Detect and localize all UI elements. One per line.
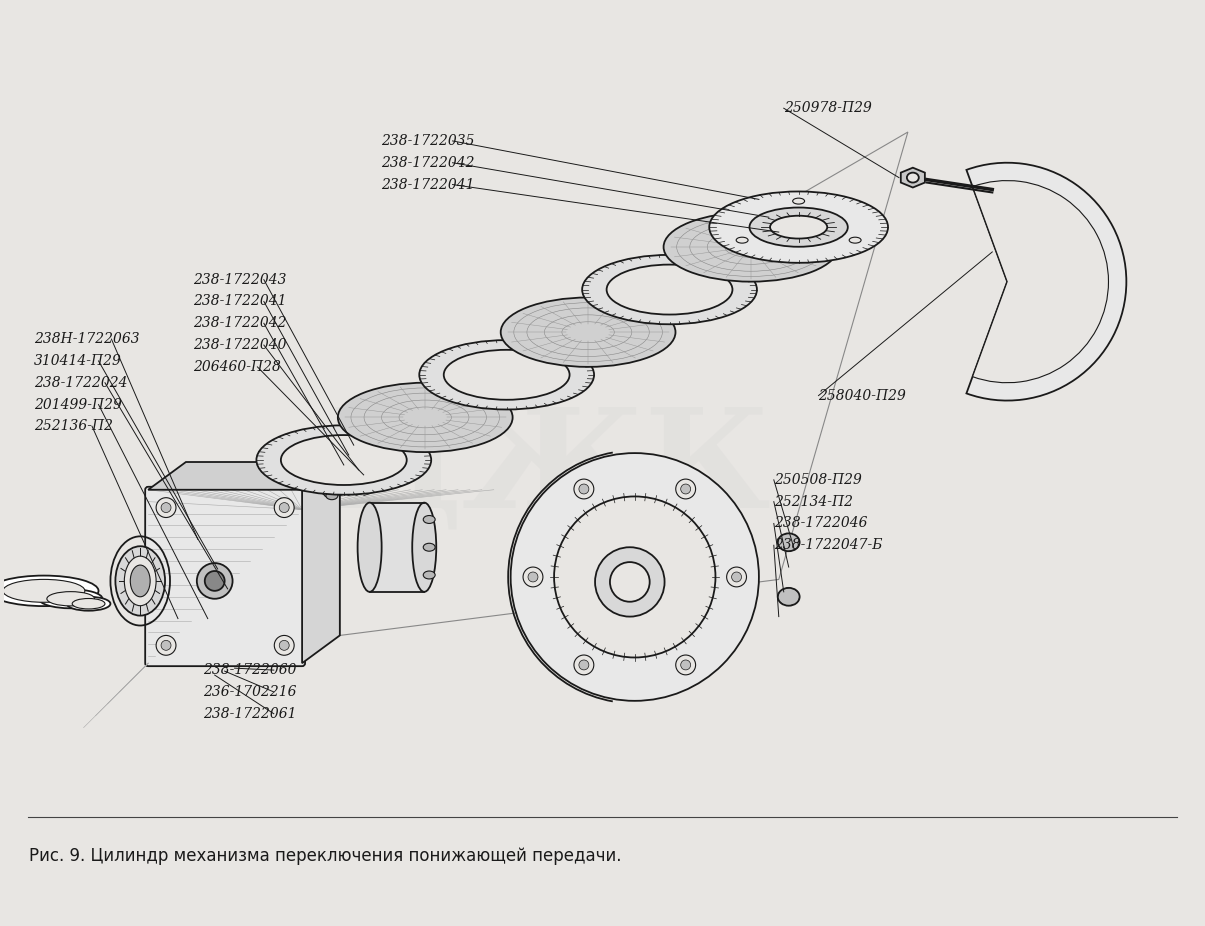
Text: 238-1722035: 238-1722035 bbox=[382, 134, 475, 148]
Text: 238-1722024: 238-1722024 bbox=[34, 376, 128, 390]
Ellipse shape bbox=[130, 565, 151, 596]
Ellipse shape bbox=[664, 212, 839, 282]
Ellipse shape bbox=[606, 265, 733, 315]
Ellipse shape bbox=[412, 503, 436, 592]
Text: 238-1722047-Б: 238-1722047-Б bbox=[774, 538, 882, 552]
Ellipse shape bbox=[574, 479, 594, 499]
Ellipse shape bbox=[681, 484, 690, 494]
Ellipse shape bbox=[257, 425, 431, 494]
Polygon shape bbox=[148, 462, 340, 490]
Ellipse shape bbox=[419, 340, 594, 409]
Wedge shape bbox=[972, 181, 1109, 382]
Ellipse shape bbox=[423, 516, 435, 523]
Ellipse shape bbox=[777, 533, 800, 551]
Ellipse shape bbox=[793, 198, 805, 204]
Ellipse shape bbox=[423, 544, 435, 551]
Ellipse shape bbox=[554, 496, 716, 657]
Ellipse shape bbox=[2, 580, 84, 602]
Ellipse shape bbox=[116, 546, 165, 616]
Ellipse shape bbox=[161, 641, 171, 650]
Ellipse shape bbox=[322, 488, 334, 495]
Text: 250508-П29: 250508-П29 bbox=[774, 473, 862, 487]
Text: 310414-П29: 310414-П29 bbox=[34, 354, 122, 368]
Text: 238-1722061: 238-1722061 bbox=[202, 707, 296, 720]
Ellipse shape bbox=[358, 503, 382, 592]
Ellipse shape bbox=[275, 497, 294, 518]
Ellipse shape bbox=[578, 484, 589, 494]
Ellipse shape bbox=[66, 596, 111, 611]
Ellipse shape bbox=[610, 562, 649, 602]
Text: 252134-П2: 252134-П2 bbox=[774, 494, 853, 508]
Ellipse shape bbox=[124, 557, 157, 606]
Ellipse shape bbox=[710, 192, 888, 263]
Ellipse shape bbox=[528, 572, 537, 582]
Ellipse shape bbox=[676, 655, 695, 675]
Ellipse shape bbox=[736, 237, 748, 244]
Ellipse shape bbox=[281, 435, 407, 485]
Ellipse shape bbox=[850, 237, 862, 244]
FancyBboxPatch shape bbox=[145, 487, 305, 666]
Ellipse shape bbox=[275, 635, 294, 656]
Ellipse shape bbox=[423, 571, 435, 579]
Ellipse shape bbox=[325, 492, 337, 500]
Ellipse shape bbox=[280, 503, 289, 513]
FancyBboxPatch shape bbox=[370, 503, 429, 592]
Ellipse shape bbox=[907, 172, 918, 182]
Ellipse shape bbox=[676, 479, 695, 499]
Ellipse shape bbox=[280, 641, 289, 650]
Text: 238-1722043: 238-1722043 bbox=[193, 272, 287, 287]
Ellipse shape bbox=[196, 563, 233, 599]
Ellipse shape bbox=[157, 635, 176, 656]
Text: 201499-П29: 201499-П29 bbox=[34, 397, 122, 411]
Ellipse shape bbox=[574, 655, 594, 675]
Text: 238-1722040: 238-1722040 bbox=[193, 338, 287, 352]
Polygon shape bbox=[901, 168, 925, 187]
Text: 206460-П28: 206460-П28 bbox=[193, 360, 281, 374]
Text: ЦЖК: ЦЖК bbox=[329, 403, 771, 537]
Ellipse shape bbox=[39, 589, 102, 608]
Ellipse shape bbox=[337, 382, 512, 452]
Ellipse shape bbox=[511, 453, 759, 701]
Text: 238Н-1722063: 238Н-1722063 bbox=[34, 332, 140, 346]
Ellipse shape bbox=[324, 490, 336, 497]
Ellipse shape bbox=[770, 216, 828, 239]
Ellipse shape bbox=[161, 503, 171, 513]
Text: 238-1722042: 238-1722042 bbox=[193, 317, 287, 331]
Ellipse shape bbox=[727, 567, 746, 587]
Text: 236-1702216: 236-1702216 bbox=[202, 685, 296, 699]
Ellipse shape bbox=[681, 660, 690, 669]
Text: 238-1722060: 238-1722060 bbox=[202, 663, 296, 677]
Ellipse shape bbox=[0, 576, 99, 607]
Polygon shape bbox=[302, 462, 340, 663]
Ellipse shape bbox=[157, 497, 176, 518]
Ellipse shape bbox=[443, 350, 570, 400]
Ellipse shape bbox=[582, 255, 757, 324]
Ellipse shape bbox=[47, 592, 94, 606]
Text: 238-1722042: 238-1722042 bbox=[382, 156, 475, 169]
Ellipse shape bbox=[595, 547, 665, 617]
Ellipse shape bbox=[523, 567, 543, 587]
Ellipse shape bbox=[750, 207, 848, 246]
Text: 258040-П29: 258040-П29 bbox=[818, 389, 906, 403]
Ellipse shape bbox=[731, 572, 741, 582]
Text: Рис. 9. Цилиндр механизма переключения понижающей передачи.: Рис. 9. Цилиндр механизма переключения п… bbox=[29, 847, 622, 866]
Ellipse shape bbox=[578, 660, 589, 669]
Text: 252136-П2: 252136-П2 bbox=[34, 419, 113, 433]
Text: 238-1722046: 238-1722046 bbox=[774, 517, 868, 531]
Text: 250978-П29: 250978-П29 bbox=[783, 101, 871, 115]
Wedge shape bbox=[966, 163, 1127, 401]
Ellipse shape bbox=[777, 588, 800, 606]
Text: 238-1722041: 238-1722041 bbox=[382, 178, 475, 192]
Text: 238-1722041: 238-1722041 bbox=[193, 294, 287, 308]
Ellipse shape bbox=[72, 598, 105, 609]
Ellipse shape bbox=[205, 571, 224, 591]
Ellipse shape bbox=[501, 297, 676, 367]
